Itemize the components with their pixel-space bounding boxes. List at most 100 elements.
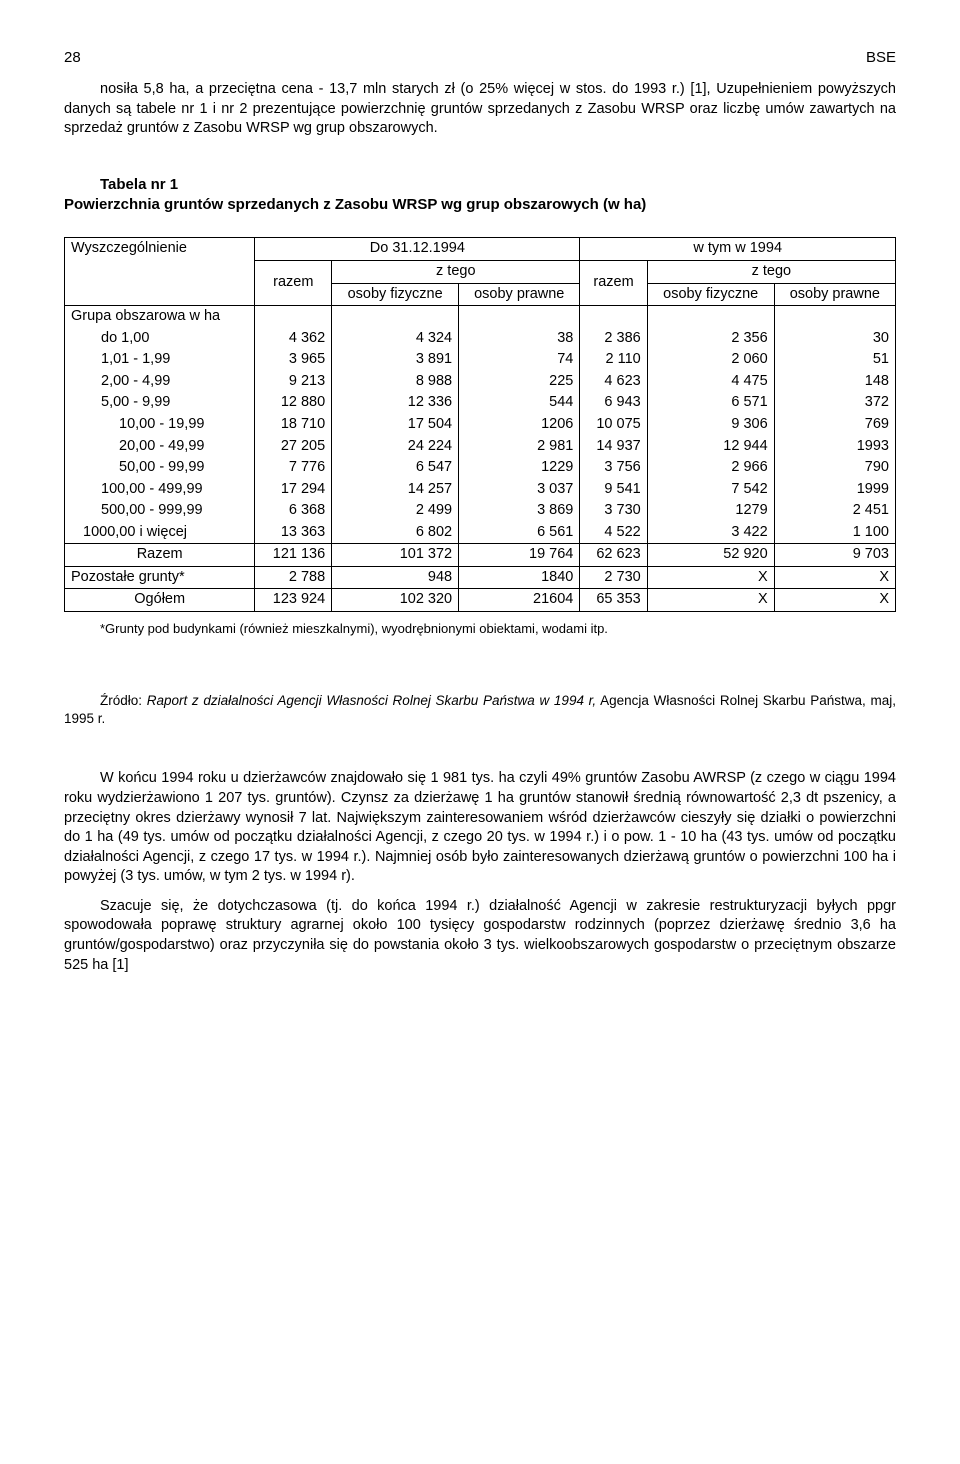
header-right: BSE [866,48,896,68]
table-cell: 2 981 [459,436,580,458]
table-cell: 2 730 [580,566,647,589]
table-cell: 74 [459,349,580,371]
col-razem-2: razem [580,261,647,306]
col-wtym: w tym w 1994 [580,238,896,261]
empty-cell [647,306,774,328]
table-cell: 19 764 [459,544,580,567]
table-cell: 4 475 [647,371,774,393]
table-cell: 7 542 [647,479,774,501]
table-cell: 4 522 [580,522,647,544]
body-para-1: W końcu 1994 roku u dzierżawców znajdowa… [64,769,896,886]
table-cell: X [647,566,774,589]
page-number: 28 [64,48,81,68]
table-row-label: 100,00 - 499,99 [65,479,255,501]
table-cell: 17 504 [332,414,459,436]
table-cell: 1229 [459,457,580,479]
table-cell: X [774,566,895,589]
table-cell: 4 324 [332,328,459,350]
table-cell: 24 224 [332,436,459,458]
table-row-label: 1000,00 i więcej [65,522,255,544]
table-cell: 38 [459,328,580,350]
table-cell: 544 [459,392,580,414]
table-cell: 6 943 [580,392,647,414]
source-line: Źródło: Raport z działalności Agencji Wł… [64,692,896,728]
table-cell: 9 703 [774,544,895,567]
table-cell: X [647,589,774,612]
table-cell: 2 451 [774,500,895,522]
table-cell: 12 336 [332,392,459,414]
table-row-label: 10,00 - 19,99 [65,414,255,436]
col-osoby-fiz-1: osoby fizyczne [332,283,459,306]
table-cell: 13 363 [255,522,332,544]
source-italic: Raport z działalności Agencji Własności … [147,693,596,708]
table-cell: 2 499 [332,500,459,522]
table-cell: 51 [774,349,895,371]
table-cell: 9 306 [647,414,774,436]
table-cell: 17 294 [255,479,332,501]
table-cell: 2 356 [647,328,774,350]
table-cell: 102 320 [332,589,459,612]
table-cell: 1 100 [774,522,895,544]
empty-cell [774,306,895,328]
col-osoby-praw-1: osoby prawne [459,283,580,306]
table-cell: 6 561 [459,522,580,544]
table-cell: 14 257 [332,479,459,501]
table-row-label: 50,00 - 99,99 [65,457,255,479]
table-cell: 21604 [459,589,580,612]
summary-row-label: Pozostałe grunty* [65,566,255,589]
table-cell: 790 [774,457,895,479]
data-table: Wyszczególnienie Do 31.12.1994 w tym w 1… [64,237,896,612]
empty-cell [580,306,647,328]
col-ztego-1: z tego [332,261,580,284]
body-para-2: Szacuje się, że dotychczasowa (tj. do ko… [64,897,896,975]
table-cell: 3 756 [580,457,647,479]
table-cell: 18 710 [255,414,332,436]
table-cell: 2 386 [580,328,647,350]
table-cell: 121 136 [255,544,332,567]
table-cell: 372 [774,392,895,414]
table-cell: 3 891 [332,349,459,371]
table-cell: 6 571 [647,392,774,414]
table-cell: 62 623 [580,544,647,567]
table-cell: 12 944 [647,436,774,458]
table-cell: 4 623 [580,371,647,393]
col-ztego-2: z tego [647,261,895,284]
table-cell: 148 [774,371,895,393]
table-caption-b: Powierzchnia gruntów sprzedanych z Zasob… [64,196,646,213]
table-title: Tabela nr 1 Powierzchnia gruntów sprzeda… [64,175,896,216]
table-cell: 2 788 [255,566,332,589]
table-cell: 6 802 [332,522,459,544]
table-row-label: 2,00 - 4,99 [65,371,255,393]
table-cell: 6 547 [332,457,459,479]
table-cell: 2 110 [580,349,647,371]
source-prefix: Źródło: [100,693,147,708]
table-cell: 4 362 [255,328,332,350]
table-row-label: 500,00 - 999,99 [65,500,255,522]
summary-row-label: Ogółem [65,589,255,612]
table-cell: 7 776 [255,457,332,479]
col-osoby-praw-2: osoby prawne [774,283,895,306]
table-cell: 1840 [459,566,580,589]
table-cell: 769 [774,414,895,436]
table-cell: 1993 [774,436,895,458]
table-cell: 12 880 [255,392,332,414]
table-row-label: 20,00 - 49,99 [65,436,255,458]
table-cell: 948 [332,566,459,589]
table-cell: 1206 [459,414,580,436]
empty-cell [332,306,459,328]
table-cell: 2 966 [647,457,774,479]
footnote: *Grunty pod budynkami (również mieszkaln… [64,620,896,638]
table-cell: 30 [774,328,895,350]
table-cell: 8 988 [332,371,459,393]
table-cell: 14 937 [580,436,647,458]
intro-paragraph: nosiła 5,8 ha, a przeciętna cena - 13,7 … [64,80,896,139]
table-cell: 1279 [647,500,774,522]
table-cell: 3 422 [647,522,774,544]
table-cell: 225 [459,371,580,393]
table-cell: 3 869 [459,500,580,522]
col-razem-1: razem [255,261,332,306]
table-cell: 101 372 [332,544,459,567]
table-row-label: do 1,00 [65,328,255,350]
col-osoby-fiz-2: osoby fizyczne [647,283,774,306]
table-cell: 10 075 [580,414,647,436]
